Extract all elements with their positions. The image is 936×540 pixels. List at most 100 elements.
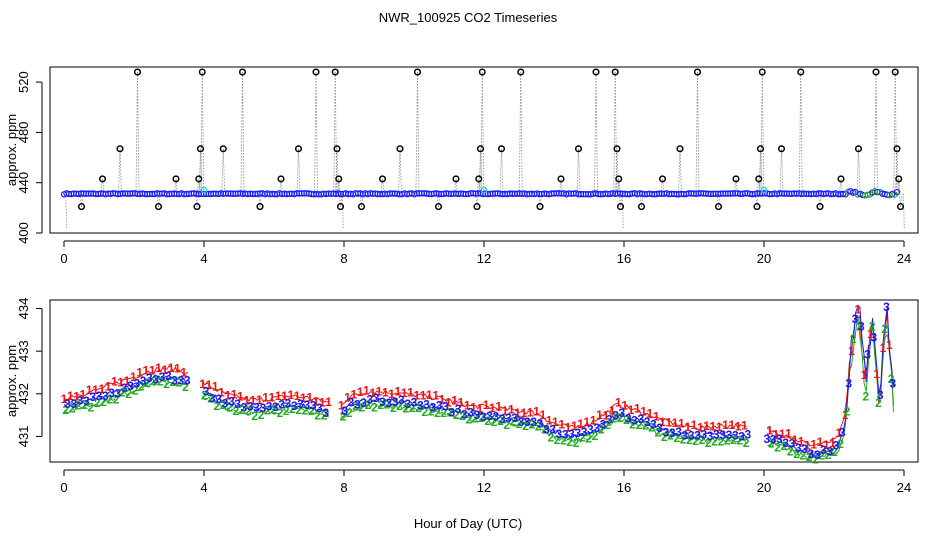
series-3-marker: 3 [392,395,399,409]
series-2-marker: 2 [459,409,466,423]
series-3-marker: 3 [215,392,222,406]
series-2-marker: 2 [447,405,454,419]
spike-line [314,72,317,194]
series-3-marker: 3 [675,425,682,439]
series-3-marker: 3 [341,404,348,418]
spike-line [258,193,261,207]
series-3-marker: 3 [266,399,273,413]
series-1-marker: 1 [237,390,244,404]
series-2-marker: 2 [340,410,347,424]
series-2-marker: 2 [352,399,359,413]
calibration-spike-point [854,145,863,153]
series-2-marker: 2 [176,375,183,389]
series-2-marker: 2 [371,400,378,414]
series-1-marker: 1 [628,403,635,417]
series-2-marker: 2 [667,429,674,443]
series-1-marker: 1 [508,403,515,417]
calibration-spike-point [198,68,206,76]
top-data-points [60,68,905,211]
series-3-marker: 3 [606,413,613,427]
series-2-marker: 2 [800,449,807,463]
bottom-x-tick-label: 12 [477,480,491,495]
series-2-marker: 2 [346,406,353,420]
series-1-marker: 1 [791,433,798,447]
series-2-marker: 2 [655,425,662,439]
bottom-y-axis-label: approx. ppm [4,345,19,417]
series-1-marker: 1 [596,408,603,422]
series-3-marker: 3 [152,372,159,386]
series-3-marker: 3 [234,397,241,411]
series-1-marker: 1 [344,391,351,405]
series-3-marker: 3 [549,422,556,436]
series-2-marker: 2 [478,411,485,425]
spike-line [476,193,479,207]
series-3-marker: 3 [814,448,821,462]
calibration-spike-point [676,145,684,153]
spike-line [480,72,483,194]
series-2-marker: 2 [617,411,624,425]
series-3-marker: 3 [165,369,172,383]
calibration-spike-point [336,203,345,211]
spike-line [195,193,198,207]
spike-line [478,148,481,194]
spike-line [200,72,203,194]
bottom-x-tick-label: 8 [340,480,347,495]
spike-line [334,72,338,194]
calibration-spike-point [98,175,107,183]
series-1-marker: 1 [338,399,345,413]
spike-line [221,148,224,194]
series-2-marker: 2 [81,398,88,412]
series-2-marker: 2 [642,419,649,433]
series-1-marker: 1 [527,405,534,419]
spike-line [119,148,122,194]
series-3-marker: 3 [871,330,878,344]
series-1-marker: 1 [817,435,824,449]
series-1-marker: 1 [319,396,326,410]
series-1-marker: 1 [206,378,213,392]
series-1-marker: 1 [584,415,591,429]
spike-line [240,72,243,194]
calibration-spike-point [753,203,761,211]
bottom-x-tick-label: 0 [60,480,67,495]
bottom-x-tick-label: 4 [200,480,207,495]
spike-line [576,148,579,194]
series-1-marker: 1 [149,363,156,377]
spike-line [79,193,82,207]
series-1-marker: 1 [577,417,584,431]
series-1-marker: 1 [640,404,647,418]
series-3-marker: 3 [259,401,266,415]
spike-line [315,72,318,194]
calibration-spike-point [277,175,285,183]
series-2-marker: 2 [151,374,158,388]
calibration-spike-point [893,145,901,153]
series-3-marker: 3 [820,443,827,457]
bottom-series-markers: 1 1 1 1 1 1 1 1 1 1 1 1 1 1 1 1 1 1 1 11 1 1 1 1 1 1 1 1 1 1 1 1 1 1 1 1 1 1 1… [61,300,897,466]
series-1-marker: 1 [854,302,861,316]
series-1-marker: 1 [691,418,698,432]
spike-line [894,72,898,194]
series-3-marker: 3 [694,428,701,442]
series-3-marker: 3 [159,370,166,384]
series-3-marker: 3 [385,396,392,410]
series-1-marker: 1 [174,362,181,376]
series-2-marker: 2 [554,433,561,447]
series-1-marker: 1 [262,390,269,404]
series-2-marker: 2 [548,431,555,445]
series-1-marker: 1 [413,388,420,402]
spike-line [539,193,542,207]
series-2-marker: 2 [277,406,284,420]
bottom-y-tick-label: 432 [16,383,31,405]
top-y-axis-label: approx. ppm [4,114,19,186]
series-1-marker: 1 [773,427,780,441]
spike-line [137,72,140,194]
series-3-marker: 3 [222,397,229,411]
series-3-marker: 3 [322,406,329,420]
spike-line [760,72,763,194]
series-2-marker: 2 [875,396,882,410]
baseline-point [864,191,871,198]
series-2-marker: 2 [415,401,422,415]
series-1-marker: 1 [539,408,546,422]
series-3-marker: 3 [474,408,481,422]
series-3-marker: 3 [612,409,619,423]
dropout-line [902,193,905,228]
